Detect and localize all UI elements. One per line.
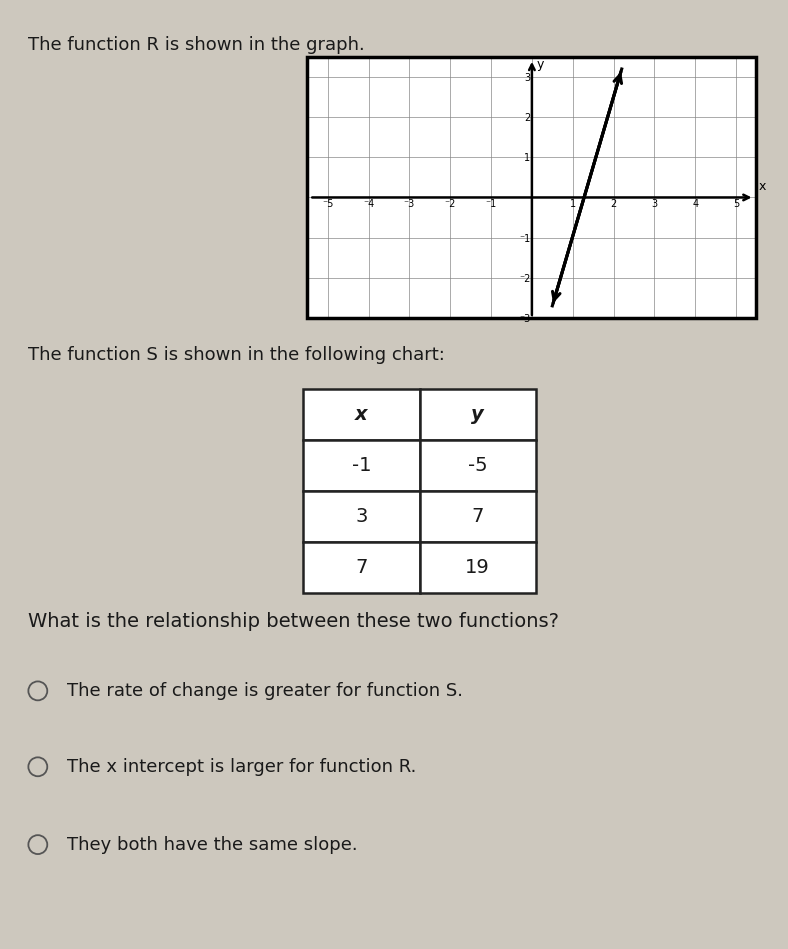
Text: -5: -5: [468, 456, 488, 475]
Text: What is the relationship between these two functions?: What is the relationship between these t…: [28, 612, 559, 631]
Text: 19: 19: [466, 558, 490, 577]
Text: The function R is shown in the graph.: The function R is shown in the graph.: [28, 36, 364, 54]
Text: 3: 3: [355, 507, 368, 526]
Text: The function S is shown in the following chart:: The function S is shown in the following…: [28, 346, 444, 364]
Bar: [307, 57, 756, 318]
Text: They both have the same slope.: They both have the same slope.: [67, 836, 358, 853]
Text: -1: -1: [351, 456, 371, 475]
Text: x: x: [759, 179, 766, 193]
Text: The x intercept is larger for function R.: The x intercept is larger for function R…: [67, 758, 416, 775]
Text: 7: 7: [355, 558, 368, 577]
Text: y: y: [537, 58, 545, 71]
Text: The rate of change is greater for function S.: The rate of change is greater for functi…: [67, 682, 463, 699]
Text: 7: 7: [471, 507, 484, 526]
Text: x: x: [355, 405, 368, 424]
Text: y: y: [471, 405, 484, 424]
